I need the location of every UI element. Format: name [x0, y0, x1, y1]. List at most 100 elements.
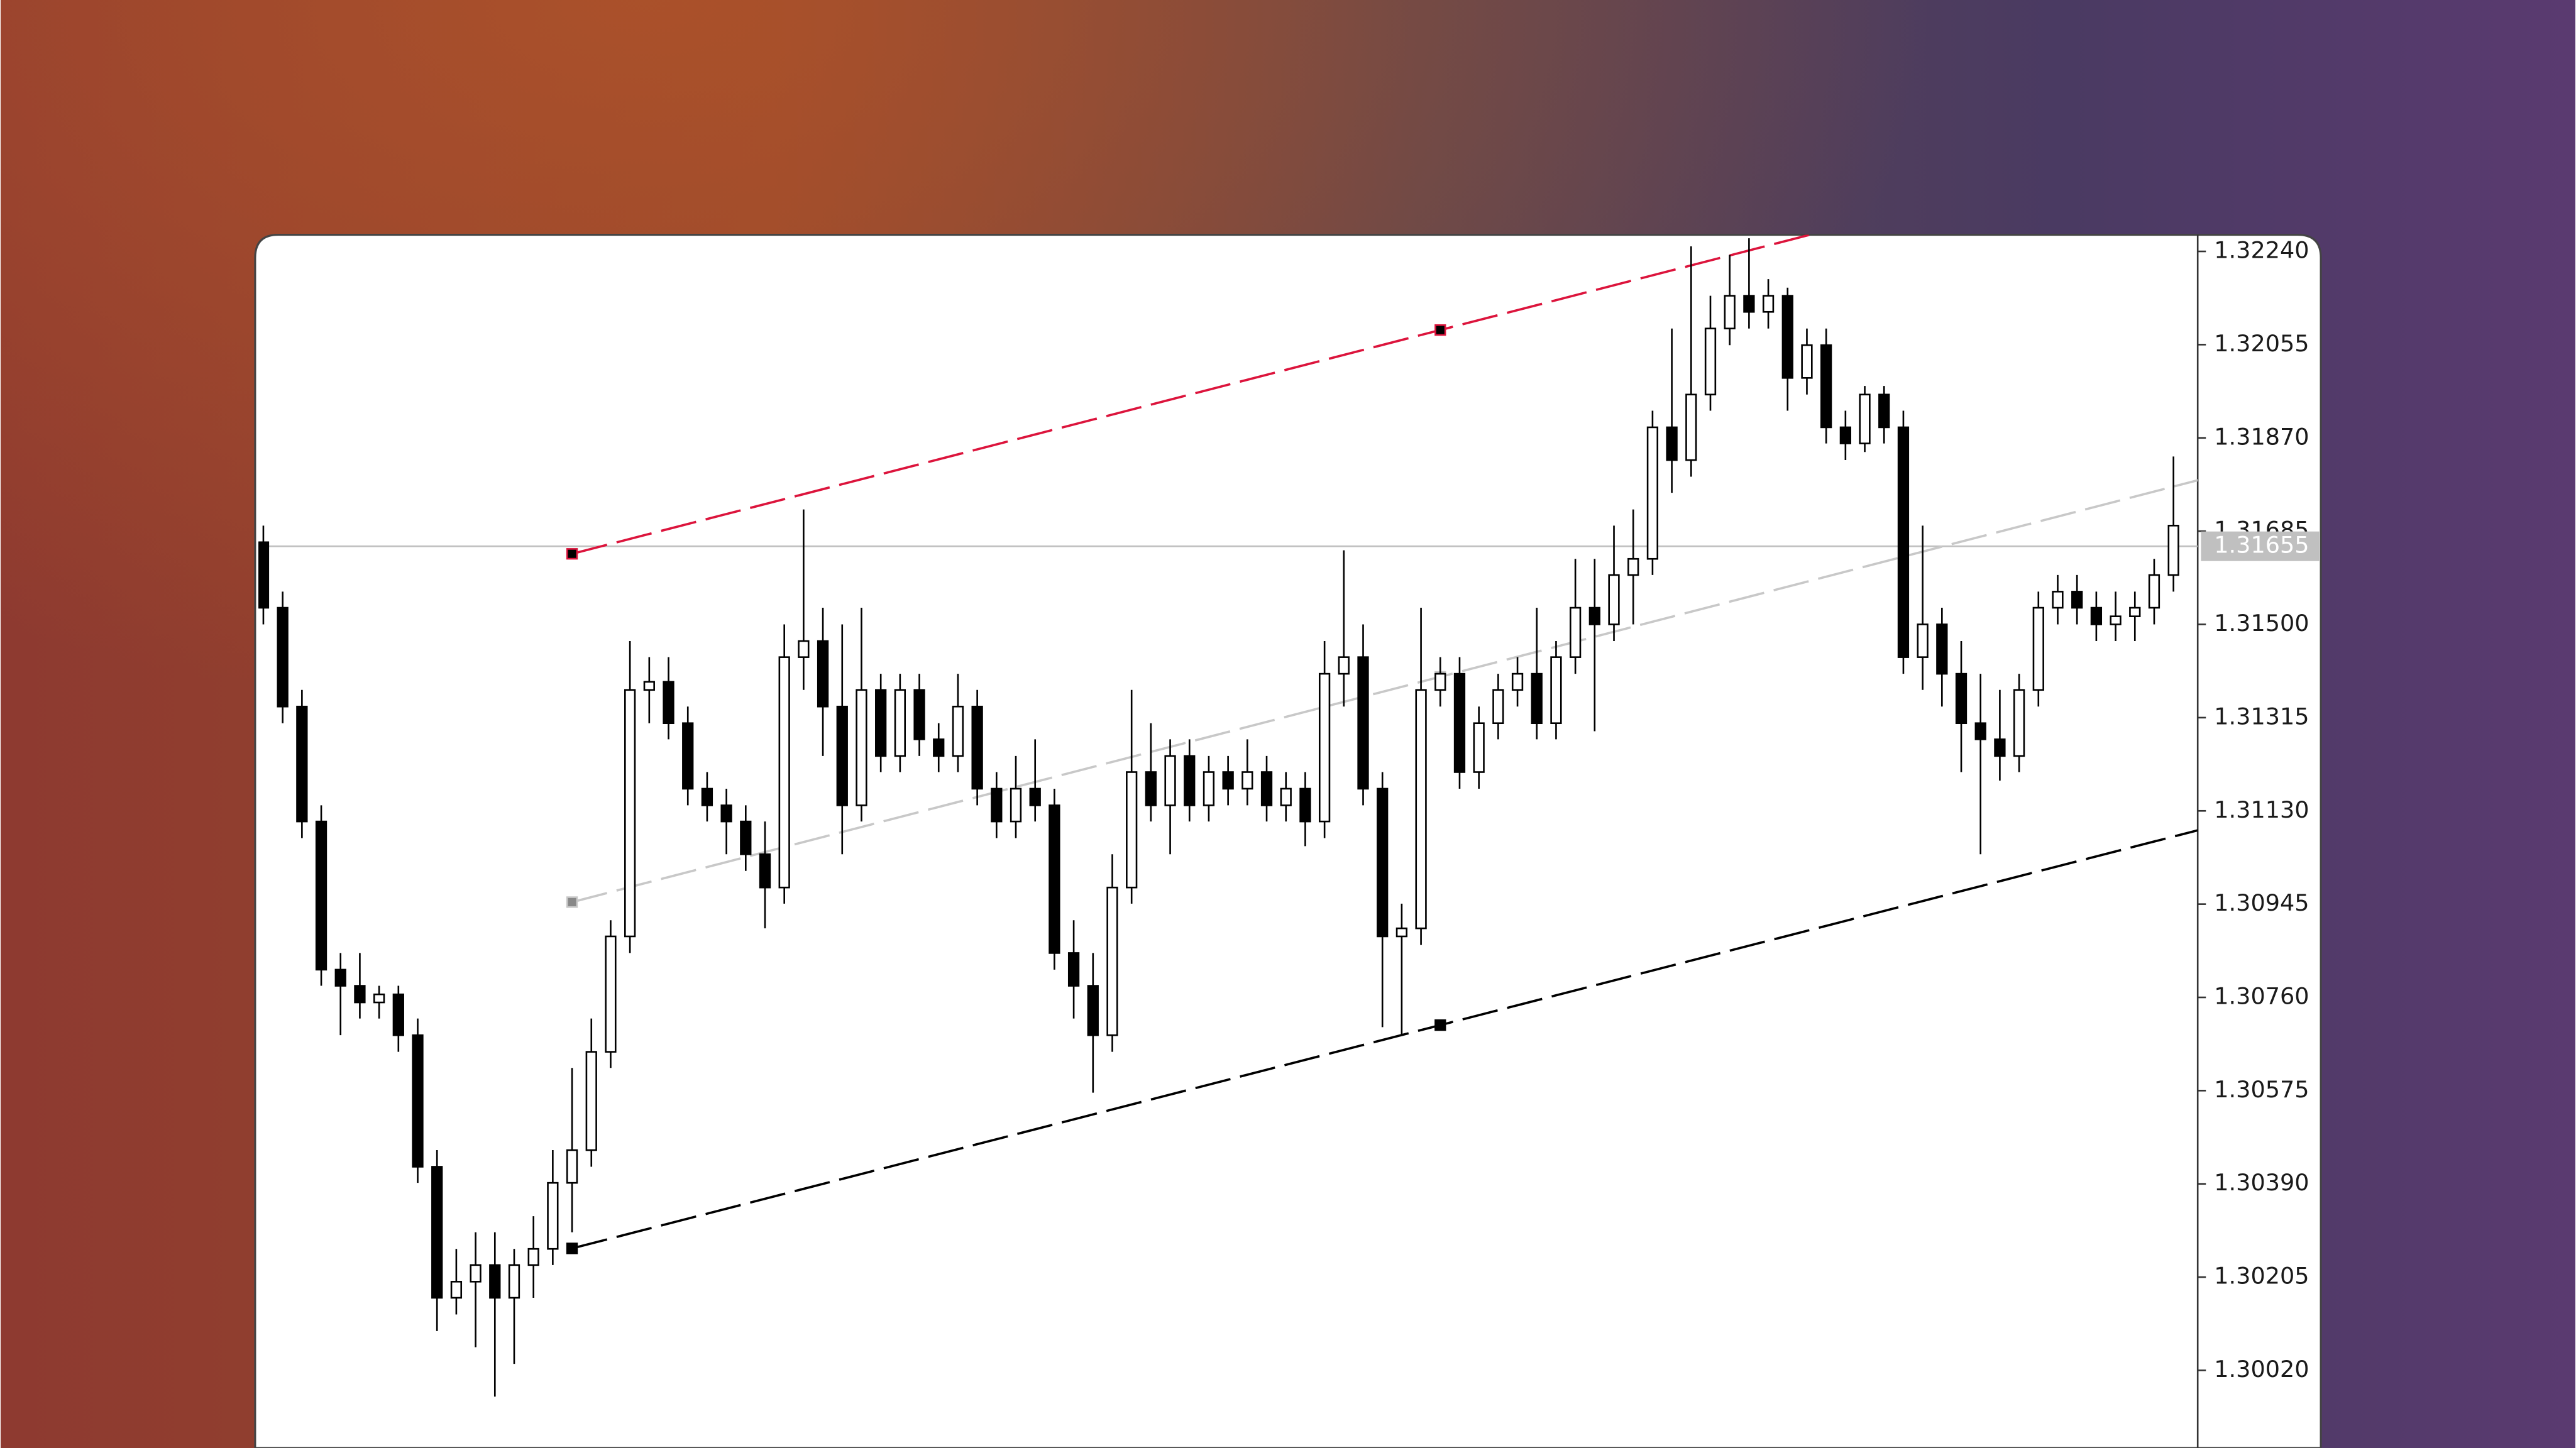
candle-body	[1357, 656, 1369, 790]
candle-body	[2052, 591, 2064, 609]
candle-body	[527, 1248, 539, 1266]
candle-body	[1010, 787, 1022, 823]
candle-body	[392, 993, 404, 1036]
candle-body	[258, 541, 270, 609]
candle-body	[1164, 755, 1176, 806]
candle-body	[1126, 771, 1138, 889]
candle-body	[431, 1166, 443, 1299]
candle-body	[2032, 606, 2044, 691]
candle-body	[1994, 738, 2006, 757]
candle-body	[1241, 771, 1253, 790]
current-price-label: 1.31655	[2214, 532, 2309, 559]
candle-body	[1955, 672, 1968, 725]
candle-body	[1473, 722, 1485, 773]
candle-body	[2167, 525, 2179, 576]
candle-body	[1531, 672, 1543, 725]
candle-body	[971, 705, 983, 790]
candle-body	[2013, 689, 2025, 757]
candle-body	[1801, 344, 1813, 379]
candle-body	[1260, 771, 1273, 806]
y-tick-label: 1.30945	[2214, 889, 2309, 916]
candle-body	[1184, 755, 1196, 806]
candle-body	[412, 1034, 424, 1168]
candle-body	[566, 1149, 578, 1184]
candle-body	[315, 820, 328, 971]
candle-body	[1859, 393, 1871, 444]
y-tick-label: 1.32240	[2214, 237, 2309, 264]
plot-area	[258, 234, 2198, 1397]
y-tick-label: 1.30205	[2214, 1263, 2309, 1290]
candle-body	[1511, 672, 1524, 691]
candle-body	[720, 804, 732, 823]
line-anchor	[1434, 324, 1446, 336]
candle-body	[1299, 787, 1311, 823]
candle-body	[836, 705, 848, 806]
candle-body	[1434, 672, 1446, 691]
candle-body	[1974, 722, 1986, 740]
candle-body	[913, 689, 925, 740]
chart-window	[254, 233, 2322, 1448]
candle-body	[1704, 327, 1717, 396]
candle-body	[1897, 426, 1910, 658]
candle-body	[585, 1051, 597, 1151]
axis-area: 1.322401.320551.318701.316851.315001.313…	[2198, 237, 2320, 1383]
channel-line	[571, 479, 2198, 904]
y-tick-label: 1.30020	[2214, 1356, 2309, 1383]
candle-body	[1936, 623, 1948, 675]
candle-body	[2071, 591, 2083, 609]
y-tick-label: 1.30575	[2214, 1076, 2309, 1103]
candle-body	[547, 1182, 559, 1250]
candle-body	[663, 681, 674, 725]
line-anchor	[566, 896, 578, 908]
candle-body	[1492, 689, 1504, 725]
candle-body	[894, 689, 906, 757]
candle-body	[1743, 295, 1755, 313]
candle-body	[1395, 927, 1408, 938]
candle-body	[1878, 393, 1890, 429]
candle-body	[450, 1281, 463, 1299]
candle-body	[334, 968, 346, 987]
candle-body	[952, 705, 964, 757]
candle-body	[624, 689, 636, 938]
candle-body	[508, 1264, 520, 1299]
channel-line	[571, 234, 1815, 555]
candle-body	[1550, 656, 1562, 725]
y-tick-label: 1.32055	[2214, 330, 2309, 357]
candle-body	[778, 656, 790, 889]
candle-body	[1415, 689, 1427, 930]
candle-body	[875, 689, 887, 757]
y-tick-label: 1.31870	[2214, 423, 2309, 450]
candle-body	[470, 1264, 482, 1283]
candle-body	[856, 689, 867, 806]
candle-body	[1569, 606, 1582, 658]
candle-body	[1145, 771, 1157, 806]
candle-body	[296, 705, 308, 823]
candle-body	[817, 640, 829, 708]
candle-body	[1685, 393, 1697, 461]
channel-line	[571, 829, 2198, 1250]
candle-body	[933, 738, 945, 757]
y-tick-label: 1.31130	[2214, 796, 2309, 823]
y-tick-label: 1.30760	[2214, 982, 2309, 1009]
line-anchor	[566, 1242, 578, 1254]
candle-body	[1781, 295, 1793, 379]
candle-body	[1666, 426, 1678, 461]
y-tick-label: 1.31315	[2214, 703, 2309, 730]
y-tick-label: 1.30390	[2214, 1169, 2309, 1196]
candle-body	[354, 985, 366, 1004]
candle-body	[2110, 615, 2122, 625]
line-anchor	[1434, 1019, 1446, 1031]
candle-body	[1318, 672, 1331, 823]
candle-body	[740, 820, 752, 855]
candle-body	[643, 681, 655, 691]
candle-body	[1724, 295, 1736, 330]
candle-body	[1627, 557, 1639, 576]
candle-body	[1453, 672, 1466, 773]
candle-body	[277, 606, 289, 708]
candle-body	[1280, 787, 1292, 806]
candle-body	[1839, 426, 1851, 444]
candle-body	[1917, 623, 1929, 658]
candle-body	[991, 787, 1003, 823]
candle-body	[682, 722, 694, 790]
